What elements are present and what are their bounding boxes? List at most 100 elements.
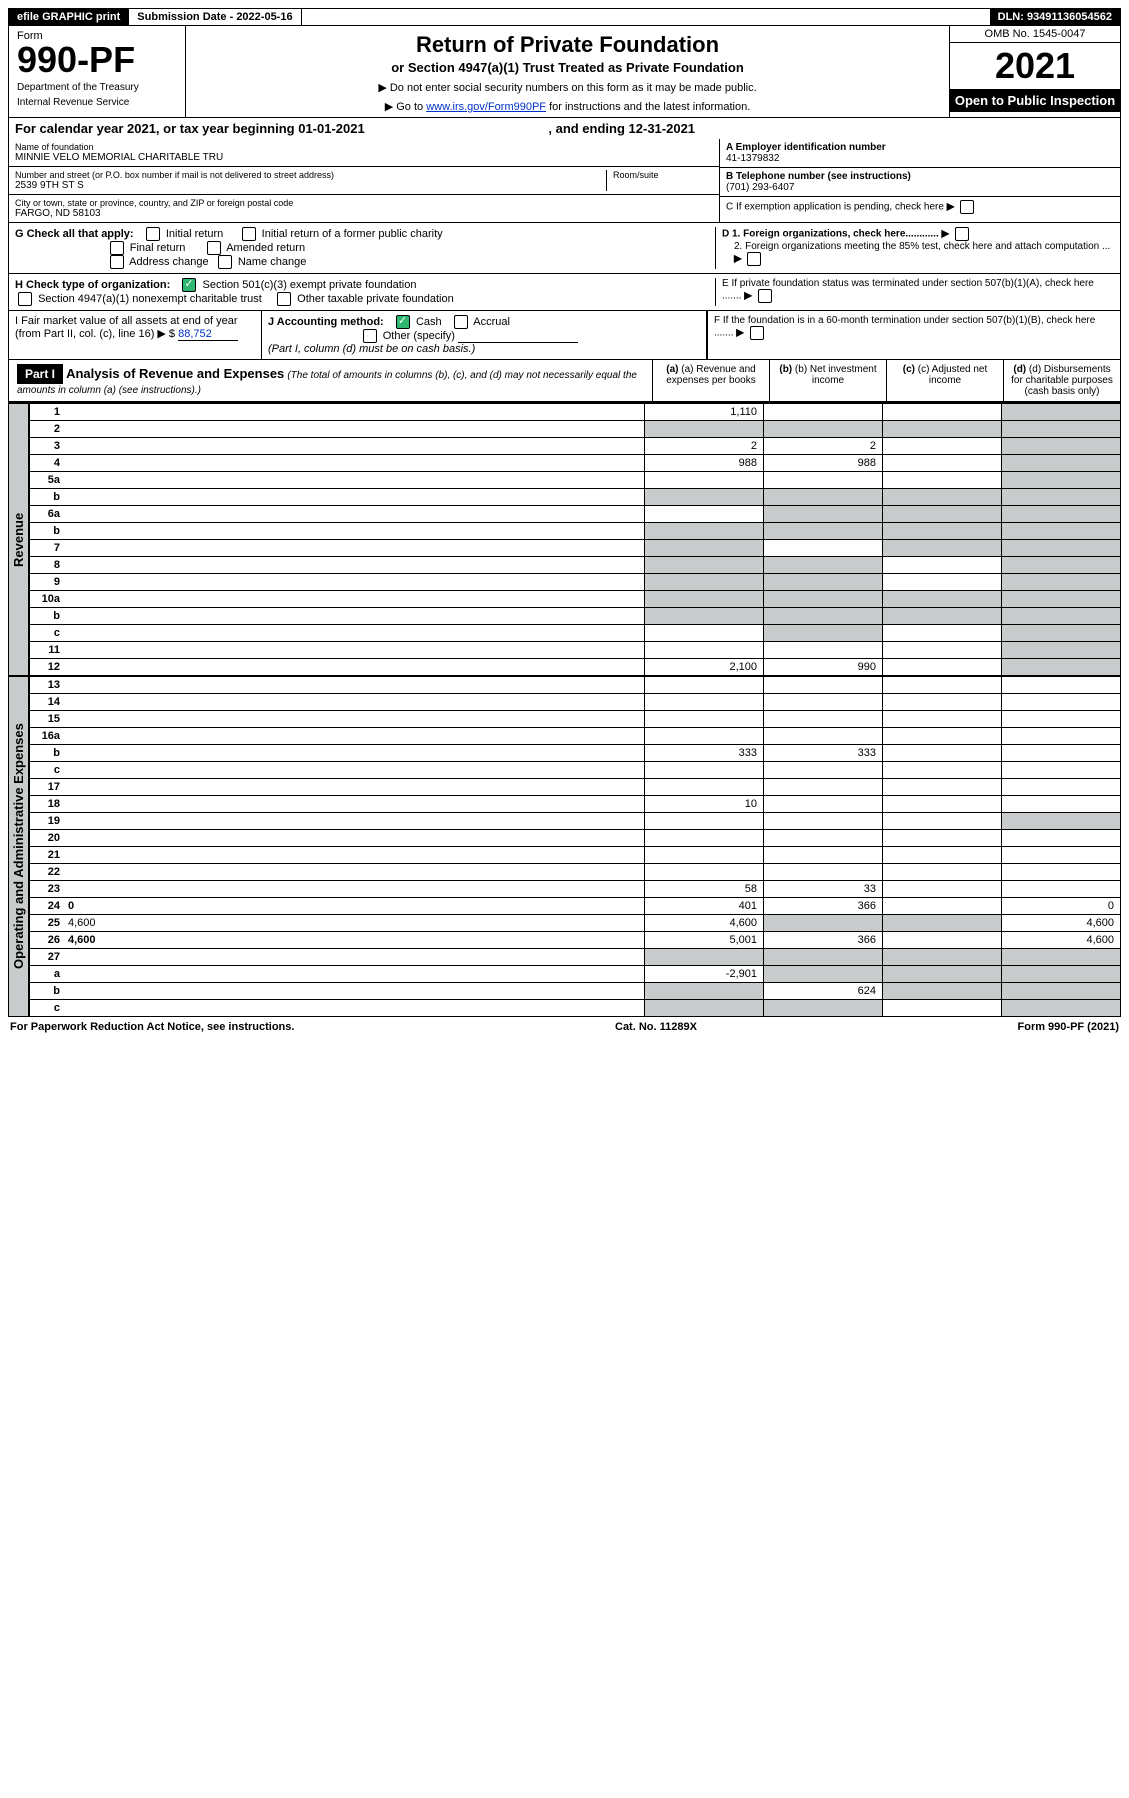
- table-row: 322: [30, 438, 1121, 455]
- checkbox-initial-former[interactable]: [242, 227, 256, 241]
- form-number: 990-PF: [17, 42, 177, 78]
- col-c-hdr: (c) (c) Adjusted net income: [886, 360, 1003, 401]
- foundation-address: 2539 9TH ST S: [15, 180, 606, 191]
- part1-header-row: Part I Analysis of Revenue and Expenses …: [8, 360, 1121, 403]
- col-b-hdr: (b) (b) Net investment income: [769, 360, 886, 401]
- h-row: H Check type of organization: Section 50…: [8, 274, 1121, 311]
- table-row: 264,6005,0013664,600: [30, 932, 1121, 949]
- footer: For Paperwork Reduction Act Notice, see …: [8, 1017, 1121, 1037]
- info-left: Name of foundation MINNIE VELO MEMORIAL …: [9, 139, 719, 222]
- checkbox-c[interactable]: [960, 200, 974, 214]
- checkbox-final[interactable]: [110, 241, 124, 255]
- footer-left: For Paperwork Reduction Act Notice, see …: [10, 1021, 294, 1033]
- table-row: 9: [30, 574, 1121, 591]
- foundation-name-row: Name of foundation MINNIE VELO MEMORIAL …: [9, 139, 719, 167]
- table-row: 2: [30, 421, 1121, 438]
- table-row: 20: [30, 830, 1121, 847]
- footer-right: Form 990-PF (2021): [1018, 1021, 1119, 1033]
- checkbox-f[interactable]: [750, 326, 764, 340]
- checkbox-d1[interactable]: [955, 227, 969, 241]
- revenue-vert-label: Revenue: [8, 403, 29, 676]
- checkbox-other-tax[interactable]: [277, 292, 291, 306]
- col-a-hdr: (a) (a) Revenue and expenses per books: [652, 360, 769, 401]
- efile-label[interactable]: efile GRAPHIC print: [9, 9, 129, 25]
- form-right: OMB No. 1545-0047 2021 Open to Public In…: [949, 26, 1120, 117]
- table-row: 11: [30, 642, 1121, 659]
- checkbox-d2[interactable]: [747, 252, 761, 266]
- table-row: a-2,901: [30, 966, 1121, 983]
- table-row: 235833: [30, 881, 1121, 898]
- checkbox-other-acct[interactable]: [363, 329, 377, 343]
- checkbox-4947[interactable]: [18, 292, 32, 306]
- table-row: 14: [30, 694, 1121, 711]
- checkbox-e[interactable]: [758, 289, 772, 303]
- instr-1: ▶ Do not enter social security numbers o…: [196, 81, 939, 94]
- col-d-hdr: (d) (d) Disbursements for charitable pur…: [1003, 360, 1120, 401]
- table-row: b624: [30, 983, 1121, 1000]
- checkbox-cash[interactable]: [396, 315, 410, 329]
- address-row: Number and street (or P.O. box number if…: [9, 167, 719, 195]
- form-title-block: Return of Private Foundation or Section …: [186, 26, 949, 117]
- form-title: Return of Private Foundation: [196, 32, 939, 58]
- checkbox-address[interactable]: [110, 255, 124, 269]
- revenue-section: Revenue 11,110232249889885ab6ab78910abc1…: [8, 403, 1121, 676]
- g-row: G Check all that apply: Initial return I…: [8, 223, 1121, 274]
- table-row: b: [30, 489, 1121, 506]
- table-row: 1810: [30, 796, 1121, 813]
- table-row: 2404013660: [30, 898, 1121, 915]
- checkbox-name[interactable]: [218, 255, 232, 269]
- tax-year: 2021: [950, 43, 1120, 89]
- ij-row: I Fair market value of all assets at end…: [8, 311, 1121, 360]
- footer-mid: Cat. No. 11289X: [615, 1021, 697, 1033]
- table-row: b: [30, 608, 1121, 625]
- info-grid: Name of foundation MINNIE VELO MEMORIAL …: [8, 139, 1121, 223]
- table-row: 19: [30, 813, 1121, 830]
- form-header-box: Form 990-PF Department of the Treasury I…: [8, 26, 1121, 118]
- table-row: 21: [30, 847, 1121, 864]
- foundation-name: MINNIE VELO MEMORIAL CHARITABLE TRU: [15, 152, 713, 163]
- ein-row: A Employer identification number 41-1379…: [720, 139, 1120, 168]
- checkbox-initial[interactable]: [146, 227, 160, 241]
- table-row: c: [30, 625, 1121, 642]
- instr-2: ▶ Go to www.irs.gov/Form990PF for instru…: [196, 100, 939, 113]
- table-row: 7: [30, 540, 1121, 557]
- expenses-vert-label: Operating and Administrative Expenses: [8, 676, 29, 1017]
- table-row: 6a: [30, 506, 1121, 523]
- table-row: 15: [30, 711, 1121, 728]
- table-row: 254,6004,6004,600: [30, 915, 1121, 932]
- irs-label: Internal Revenue Service: [17, 97, 177, 108]
- revenue-table: 11,110232249889885ab6ab78910abc11122,100…: [29, 403, 1121, 676]
- table-row: 11,110: [30, 404, 1121, 421]
- table-row: 16a: [30, 728, 1121, 745]
- expenses-table: 13141516ab333333c17181019202122235833240…: [29, 676, 1121, 1017]
- header-bar: efile GRAPHIC print Submission Date - 20…: [8, 8, 1121, 26]
- fmv-value[interactable]: 88,752: [178, 328, 238, 341]
- form-left: Form 990-PF Department of the Treasury I…: [9, 26, 186, 117]
- form-subtitle: or Section 4947(a)(1) Trust Treated as P…: [196, 60, 939, 75]
- checkbox-amended[interactable]: [207, 241, 221, 255]
- phone-row: B Telephone number (see instructions) (7…: [720, 168, 1120, 197]
- omb-label: OMB No. 1545-0047: [950, 26, 1120, 43]
- table-row: 22: [30, 864, 1121, 881]
- table-row: b: [30, 523, 1121, 540]
- checkbox-accrual[interactable]: [454, 315, 468, 329]
- table-row: b333333: [30, 745, 1121, 762]
- dln-label: DLN: 93491136054562: [990, 9, 1120, 25]
- part1-label: Part I: [17, 364, 63, 384]
- expenses-section: Operating and Administrative Expenses 13…: [8, 676, 1121, 1017]
- checkbox-501c3[interactable]: [182, 278, 196, 292]
- table-row: 13: [30, 677, 1121, 694]
- exempt-pending-row: C If exemption application is pending, c…: [720, 197, 1120, 217]
- city-row: City or town, state or province, country…: [9, 195, 719, 222]
- table-row: 122,100990: [30, 659, 1121, 676]
- phone-value: (701) 293-6407: [726, 182, 794, 193]
- info-right: A Employer identification number 41-1379…: [719, 139, 1120, 222]
- submission-date: Submission Date - 2022-05-16: [129, 9, 301, 25]
- table-row: 17: [30, 779, 1121, 796]
- table-row: 5a: [30, 472, 1121, 489]
- irs-link[interactable]: www.irs.gov/Form990PF: [426, 101, 546, 113]
- table-row: c: [30, 762, 1121, 779]
- table-row: 4988988: [30, 455, 1121, 472]
- table-row: 8: [30, 557, 1121, 574]
- part1-title: Analysis of Revenue and Expenses: [66, 366, 284, 381]
